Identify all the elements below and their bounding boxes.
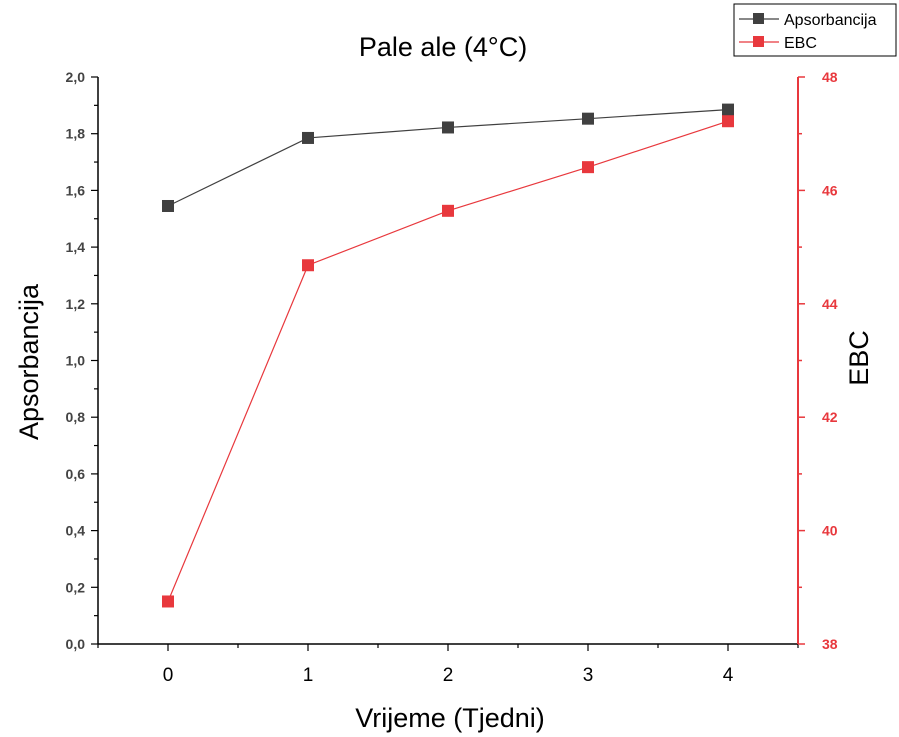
y-left-tick-label: 0,6 <box>66 466 86 482</box>
data-point-apsorbancija <box>722 103 734 116</box>
data-point-ebc <box>582 161 594 174</box>
legend-label-ebc: EBC <box>784 35 817 52</box>
y-axis-right-label: EBC <box>844 330 874 386</box>
y-left-tick-label: 0,4 <box>66 523 86 539</box>
legend-item-ebc: EBC <box>739 35 817 52</box>
y-left-tick-label: 1,4 <box>66 239 86 255</box>
y-left-tick-label: 1,6 <box>66 182 86 198</box>
data-point-apsorbancija <box>442 121 454 134</box>
legend-item-apsorbancija: Apsorbancija <box>739 12 877 29</box>
series-line-ebc <box>167 120 729 602</box>
data-point-ebc <box>442 204 454 217</box>
y-right-tick-label: 38 <box>822 636 838 652</box>
y-axis-left-label: Apsorbancija <box>14 283 44 440</box>
x-tick-label: 0 <box>163 665 174 686</box>
data-point-apsorbancija <box>302 131 314 144</box>
y-right-tick-label: 42 <box>822 409 838 425</box>
y-left-tick-label: 0,0 <box>66 636 86 652</box>
x-tick-label: 3 <box>583 665 594 686</box>
chart-title: Pale ale (4°C) <box>359 32 527 62</box>
x-tick-label: 2 <box>443 665 454 686</box>
series-layer <box>162 103 734 608</box>
y-left-tick-label: 1,2 <box>66 296 86 312</box>
data-point-apsorbancija <box>582 112 594 125</box>
data-point-apsorbancija <box>162 199 174 212</box>
y-left-tick-label: 1,8 <box>66 126 86 142</box>
y-right-tick-label: 44 <box>822 296 838 312</box>
y-left-tick-label: 2,0 <box>66 69 86 85</box>
y-left-tick-label: 0,8 <box>66 409 86 425</box>
axes: 0 1 2 3 4 0,0 0,2 0,4 0,6 0,8 1,0 1,2 1,4 1,6 1,8 2,0 38… <box>66 69 838 686</box>
y-right-tick-label: 40 <box>822 523 838 539</box>
y-right-tick-label: 46 <box>822 182 838 198</box>
legend-label-apsorbancija: Apsorbancija <box>784 12 877 29</box>
legend-frame <box>733 3 897 57</box>
x-tick-label: 1 <box>303 665 314 686</box>
y-left-tick-label: 1,0 <box>66 353 86 369</box>
y-left-tick-label: 0,2 <box>66 579 86 595</box>
data-point-ebc <box>302 259 314 272</box>
data-point-ebc <box>722 115 734 128</box>
x-tick-label: 4 <box>723 665 734 686</box>
x-axis-label: Vrijeme (Tjedni) <box>355 703 545 733</box>
legend-marker-apsorbancija <box>753 13 764 24</box>
data-point-ebc <box>162 595 174 608</box>
y-right-tick-label: 48 <box>822 69 838 85</box>
legend-marker-ebc <box>753 36 764 47</box>
legend: Apsorbancija EBC <box>733 3 897 57</box>
